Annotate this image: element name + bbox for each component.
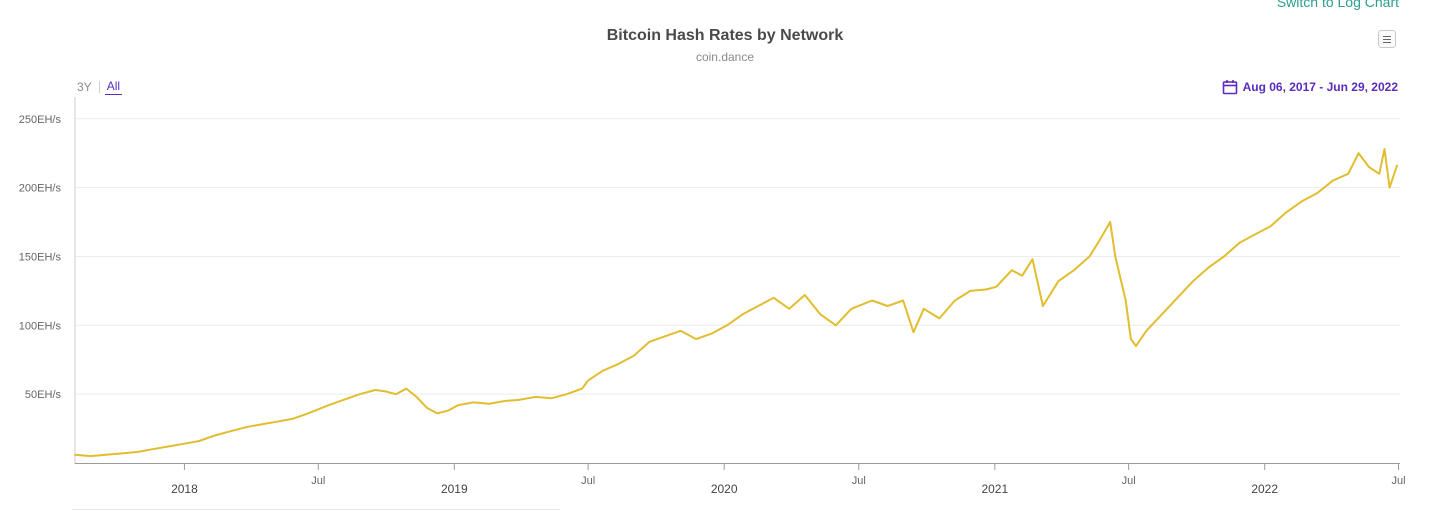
x-tick-label: Jul bbox=[1391, 475, 1405, 487]
range-button-all[interactable]: All bbox=[104, 79, 123, 95]
chart-title: Bitcoin Hash Rates by Network bbox=[606, 27, 844, 44]
x-tick-label: 2022 bbox=[1251, 482, 1278, 496]
hash-rate-series-line bbox=[74, 148, 1398, 458]
y-tick-label: 200EH/s bbox=[19, 183, 62, 195]
x-tick-label: 2020 bbox=[711, 482, 738, 496]
calendar-icon bbox=[1222, 80, 1237, 95]
y-tick-label: 150EH/s bbox=[19, 251, 62, 263]
date-range-picker[interactable]: Aug 06, 2017 - Jun 29, 2022 bbox=[1222, 79, 1398, 95]
range-divider bbox=[98, 81, 100, 93]
range-selector: 3Y All bbox=[75, 79, 123, 95]
y-tick-label: 50EH/s bbox=[25, 389, 62, 401]
x-tick-label: Jul bbox=[852, 475, 866, 487]
x-tick-label: Jul bbox=[1122, 475, 1136, 487]
x-tick-label: 2021 bbox=[981, 482, 1008, 496]
switch-to-log-chart-link[interactable]: Switch to Log Chart bbox=[1276, 0, 1399, 10]
x-tick-label: Jul bbox=[311, 475, 325, 487]
range-button-3y[interactable]: 3Y bbox=[77, 80, 92, 94]
chart-menu-icon[interactable] bbox=[1378, 30, 1396, 48]
x-tick-label: 2018 bbox=[171, 482, 198, 496]
x-tick-label: Jul bbox=[581, 475, 595, 487]
chart-subtitle: coin.dance bbox=[695, 50, 755, 64]
x-tick-label: 2019 bbox=[441, 482, 468, 496]
navigator-divider bbox=[72, 509, 560, 510]
y-tick-label: 250EH/s bbox=[19, 114, 62, 126]
date-range-label: Aug 06, 2017 - Jun 29, 2022 bbox=[1242, 80, 1398, 94]
y-tick-label: 100EH/s bbox=[19, 320, 62, 332]
